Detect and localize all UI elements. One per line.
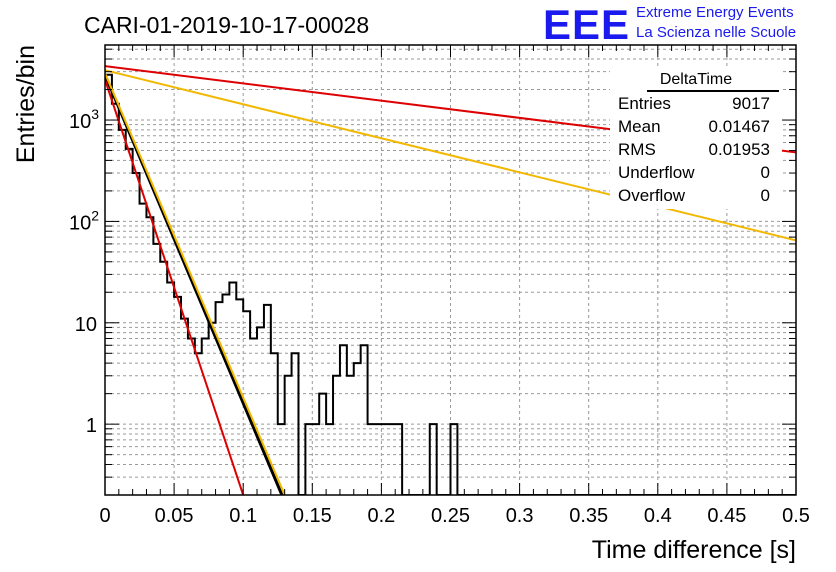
stats-value: 0.01467	[708, 117, 770, 136]
x-tick-label: 0.05	[155, 505, 194, 527]
x-tick-label: 0	[99, 505, 110, 527]
stats-row-rms: RMS 0.01953	[618, 140, 770, 162]
x-tick-label: 0.25	[431, 505, 470, 527]
stats-value: 9017	[732, 94, 770, 113]
x-tick-label: 0.5	[782, 505, 810, 527]
x-tick-label: 0.15	[293, 505, 332, 527]
y-tick-label: 103	[69, 106, 99, 133]
stats-box: DeltaTime Entries 9017 Mean 0.01467 RMS …	[610, 67, 782, 209]
logo-line-1: Extreme Energy Events	[636, 4, 794, 21]
stats-key: Underflow	[618, 163, 695, 182]
fit-line	[105, 69, 796, 242]
y-tick-label: 1	[86, 415, 97, 437]
stats-key: Entries	[618, 94, 671, 113]
x-axis-label: Time difference [s]	[592, 536, 796, 564]
x-tick-label: 0.45	[707, 505, 746, 527]
stats-title: DeltaTime	[659, 71, 733, 88]
x-tick-label: 0.2	[367, 505, 395, 527]
y-tick-label: 10	[75, 314, 97, 336]
x-tick-label: 0.4	[644, 505, 672, 527]
logo-line-2: La Scienza nelle Scuole	[636, 24, 797, 41]
y-tick-label: 102	[69, 207, 99, 234]
fit-line	[105, 72, 286, 495]
stats-value: 0.01953	[708, 140, 770, 159]
stats-row-entries: Entries 9017	[618, 94, 770, 116]
stats-row-mean: Mean 0.01467	[618, 117, 770, 139]
fit-line	[105, 79, 245, 495]
x-tick-label: 0.35	[569, 505, 608, 527]
run-title: CARI-01-2019-10-17-00028	[84, 12, 370, 38]
x-tick-label: 0.3	[506, 505, 534, 527]
y-axis-label: Entries/bin	[12, 45, 40, 163]
stats-key: Mean	[618, 117, 661, 136]
x-tick-label: 0.1	[229, 505, 257, 527]
stats-row-overflow: Overflow 0	[618, 186, 770, 208]
stats-row-underflow: Underflow 0	[618, 163, 770, 185]
stats-key: Overflow	[618, 186, 686, 205]
stats-value: 0	[760, 163, 770, 182]
eee-logo: EEE	[543, 1, 631, 48]
stats-value: 0	[760, 186, 770, 205]
stats-title-underline	[647, 90, 779, 92]
stats-key: RMS	[618, 140, 656, 159]
